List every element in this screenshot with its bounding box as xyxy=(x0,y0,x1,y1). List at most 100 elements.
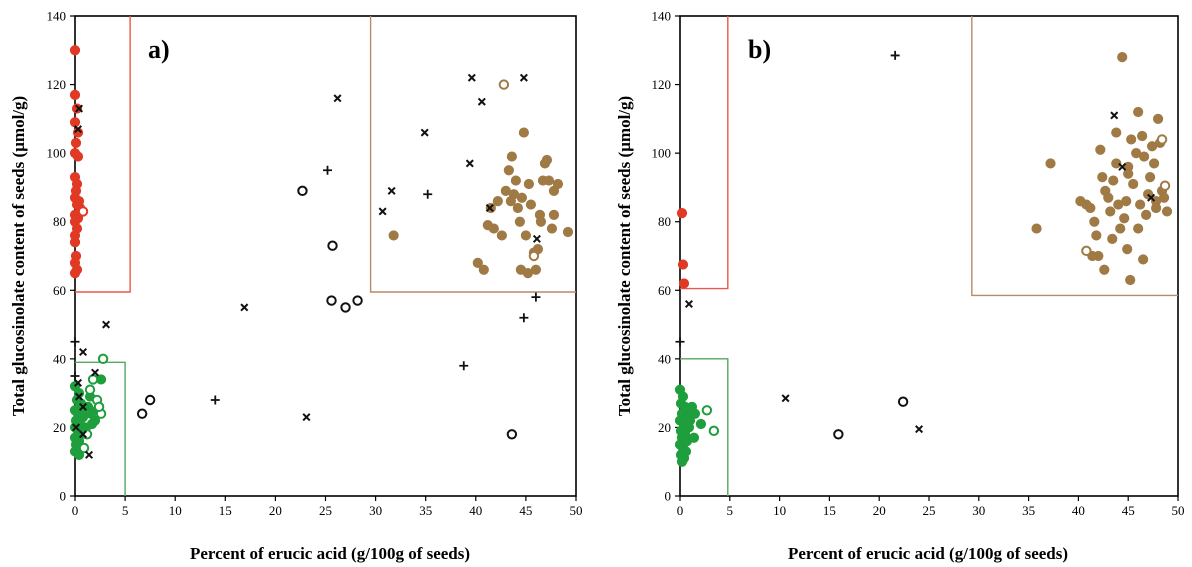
data-point xyxy=(1135,199,1146,210)
data-point xyxy=(1031,223,1042,234)
data-point xyxy=(91,368,100,377)
data-point xyxy=(210,395,220,405)
data-point xyxy=(498,79,510,90)
data-point xyxy=(1111,127,1122,138)
data-point xyxy=(503,165,514,176)
y-axis-title: Total glucosinolate content of seeds (µm… xyxy=(615,96,634,416)
data-point xyxy=(531,292,541,302)
data-point xyxy=(505,196,516,207)
x-tick-label: 10 xyxy=(169,503,182,518)
data-point xyxy=(1091,230,1102,241)
data-point xyxy=(1110,111,1119,120)
data-point xyxy=(297,185,308,197)
data-point xyxy=(79,402,88,411)
threshold-box-green xyxy=(680,358,729,496)
data-point xyxy=(136,408,148,419)
x-tick-label: 50 xyxy=(570,503,583,518)
x-tick-label: 5 xyxy=(727,503,734,518)
data-point xyxy=(387,186,396,195)
data-point xyxy=(523,178,535,190)
y-tick-label: 140 xyxy=(652,9,672,24)
data-point xyxy=(510,175,521,186)
data-point xyxy=(1105,206,1116,217)
data-point xyxy=(388,230,399,241)
chart-panel-b: 0 5 10 15 20 25 30 35 40 45 50 0 20 40 60 80 100 120 140 Pe… xyxy=(615,9,1185,564)
y-tick-label: 60 xyxy=(53,283,66,298)
data-point xyxy=(1139,151,1150,162)
data-point xyxy=(695,418,707,430)
data-point xyxy=(420,128,429,137)
threshold-box-green xyxy=(75,361,126,496)
data-point xyxy=(1119,213,1130,224)
data-point xyxy=(897,396,909,407)
data-point xyxy=(102,320,111,329)
x-tick-label: 40 xyxy=(1072,503,1085,518)
data-point xyxy=(562,226,574,238)
data-point xyxy=(333,94,342,103)
data-point xyxy=(676,456,688,467)
data-point xyxy=(69,89,81,100)
x-tick-label: 10 xyxy=(773,503,786,518)
data-point xyxy=(512,202,523,214)
data-point xyxy=(1117,52,1128,63)
x-tick-label: 45 xyxy=(519,503,532,518)
y-tick-label: 0 xyxy=(665,489,672,504)
x-tick-label: 30 xyxy=(972,503,985,518)
data-point xyxy=(340,302,351,313)
x-tick-label: 35 xyxy=(1022,503,1035,518)
data-point xyxy=(72,151,84,162)
data-point xyxy=(492,196,503,207)
data-point xyxy=(1097,172,1108,183)
data-point xyxy=(1108,175,1119,186)
data-point xyxy=(541,154,553,166)
data-point xyxy=(528,250,540,262)
data-point xyxy=(1138,254,1149,265)
x-tick-label: 15 xyxy=(823,503,836,518)
data-point xyxy=(73,378,83,387)
data-point xyxy=(465,159,474,168)
data-point xyxy=(1128,178,1139,190)
x-tick-label: 25 xyxy=(923,503,936,518)
data-point xyxy=(543,175,555,186)
x-axis-title: Percent of erucic acid (g/100g of seeds) xyxy=(190,544,470,563)
data-point xyxy=(326,295,337,306)
data-point xyxy=(467,73,476,82)
data-point xyxy=(477,97,486,106)
data-point xyxy=(1115,223,1126,234)
data-point xyxy=(676,208,688,219)
data-point xyxy=(84,384,96,395)
data-point xyxy=(532,234,541,243)
data-point xyxy=(1150,196,1162,207)
data-point xyxy=(1147,193,1156,202)
y-tick-label: 40 xyxy=(658,351,671,366)
data-point xyxy=(302,413,311,422)
data-point xyxy=(423,189,433,199)
data-point xyxy=(546,223,558,234)
data-point xyxy=(352,295,363,306)
y-tick-label: 20 xyxy=(53,420,66,435)
x-tick-label: 15 xyxy=(219,503,232,518)
data-point xyxy=(781,394,790,403)
data-point xyxy=(684,415,696,426)
data-point xyxy=(327,240,338,251)
data-point xyxy=(1126,134,1137,145)
data-point xyxy=(515,264,526,275)
data-point xyxy=(70,337,80,347)
y-tick-label: 120 xyxy=(652,77,672,92)
data-point xyxy=(1089,216,1100,227)
data-point xyxy=(97,353,109,365)
data-point xyxy=(78,442,90,454)
data-point xyxy=(69,237,81,248)
data-point xyxy=(77,206,89,217)
data-point xyxy=(478,264,489,275)
data-point xyxy=(520,230,532,241)
y-axis-title: Total glucosinolate content of seeds (µm… xyxy=(9,96,28,416)
data-point xyxy=(459,361,469,371)
data-point xyxy=(519,73,528,82)
panel-label: a) xyxy=(148,35,170,64)
data-point xyxy=(1121,196,1132,207)
data-point xyxy=(73,125,83,134)
data-point xyxy=(684,299,693,309)
